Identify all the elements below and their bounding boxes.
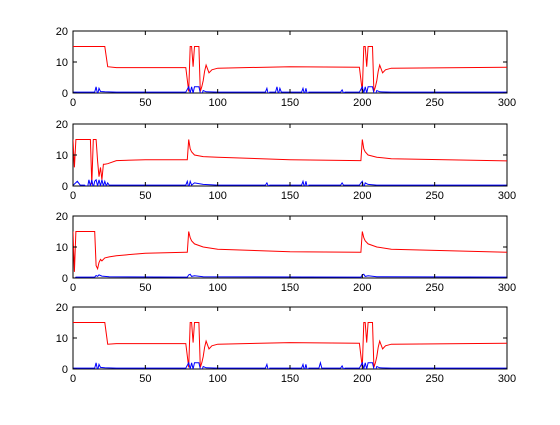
x-tick-label: 150 bbox=[281, 373, 299, 385]
x-tick-label: 0 bbox=[70, 373, 76, 385]
x-tick-label: 250 bbox=[425, 373, 443, 385]
y-tick-label: 0 bbox=[62, 181, 68, 193]
x-tick-label: 300 bbox=[498, 190, 516, 202]
x-tick-label: 100 bbox=[208, 190, 226, 202]
x-tick-label: 200 bbox=[353, 282, 371, 294]
x-tick-label: 0 bbox=[70, 97, 76, 109]
x-tick-label: 100 bbox=[208, 373, 226, 385]
series-line-2 bbox=[73, 273, 507, 278]
axes-box bbox=[72, 215, 508, 279]
y-tick-label: 10 bbox=[56, 150, 68, 162]
subplot-1: 0 50 100 150 200 250 300 0 10 20 bbox=[56, 26, 516, 109]
x-tick-label: 100 bbox=[208, 97, 226, 109]
x-tick-label: 250 bbox=[425, 190, 443, 202]
x-tick-label: 200 bbox=[353, 373, 371, 385]
axes-box bbox=[72, 306, 508, 370]
x-tick-label: 300 bbox=[498, 282, 516, 294]
x-tick-label: 300 bbox=[498, 373, 516, 385]
x-tick-label: 100 bbox=[208, 282, 226, 294]
subplot-2: 0 50 100 150 200 250 300 0 10 20 bbox=[56, 119, 516, 202]
x-tick-label: 200 bbox=[353, 190, 371, 202]
y-tick-label: 0 bbox=[62, 88, 68, 100]
y-tick-label: 20 bbox=[56, 302, 68, 314]
x-tick-label: 0 bbox=[70, 190, 76, 202]
series-line-1 bbox=[73, 231, 507, 272]
x-tick-label: 250 bbox=[425, 282, 443, 294]
series-line-1 bbox=[73, 322, 507, 368]
y-tick-label: 20 bbox=[56, 211, 68, 223]
x-tick-label: 50 bbox=[139, 373, 151, 385]
y-tick-label: 20 bbox=[56, 119, 68, 131]
subplot-3: 0 50 100 150 200 250 300 0 10 20 bbox=[56, 211, 516, 294]
y-tick-label: 10 bbox=[56, 333, 68, 345]
y-tick-label: 20 bbox=[56, 26, 68, 38]
x-tick-label: 250 bbox=[425, 97, 443, 109]
x-tick-label: 150 bbox=[281, 282, 299, 294]
x-tick-label: 0 bbox=[70, 282, 76, 294]
x-tick-label: 200 bbox=[353, 97, 371, 109]
x-tick-label: 50 bbox=[139, 190, 151, 202]
x-tick-label: 300 bbox=[498, 97, 516, 109]
y-tick-label: 10 bbox=[56, 57, 68, 69]
y-tick-label: 0 bbox=[62, 273, 68, 285]
series-line-1 bbox=[73, 46, 507, 92]
x-tick-label: 150 bbox=[281, 190, 299, 202]
subplot-4: 0 50 100 150 200 250 300 0 10 20 bbox=[56, 302, 516, 385]
x-tick-label: 50 bbox=[139, 97, 151, 109]
axes-box bbox=[72, 123, 508, 187]
x-tick-label: 50 bbox=[139, 282, 151, 294]
series-line-2 bbox=[73, 85, 507, 93]
series-line-2 bbox=[73, 178, 507, 186]
series-line-1 bbox=[73, 139, 507, 185]
axes-box bbox=[72, 30, 508, 94]
series-line-2 bbox=[73, 360, 507, 369]
y-tick-label: 10 bbox=[56, 242, 68, 254]
x-tick-label: 150 bbox=[281, 97, 299, 109]
y-tick-label: 0 bbox=[62, 364, 68, 376]
